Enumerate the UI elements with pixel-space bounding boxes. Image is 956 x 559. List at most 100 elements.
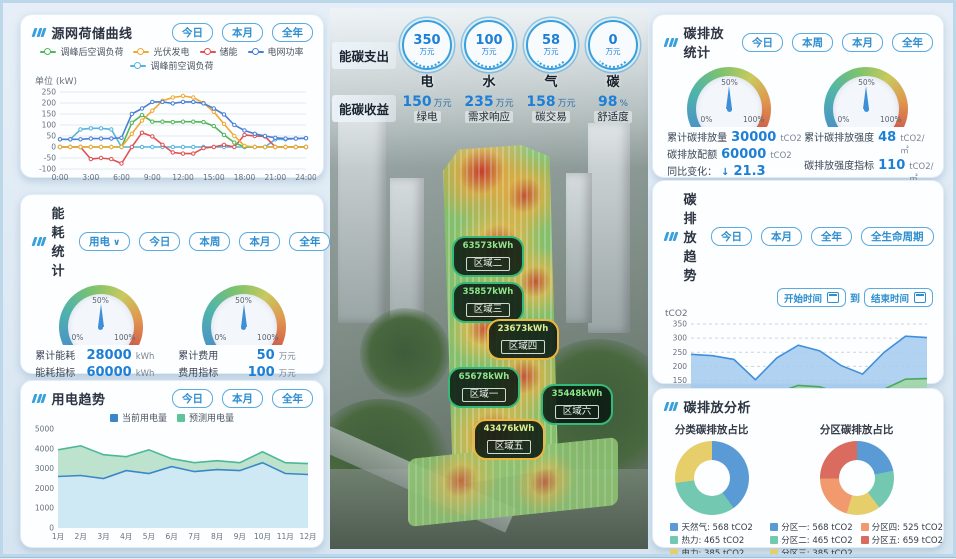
panel-icon xyxy=(31,28,47,37)
zone-name: 区域六 xyxy=(554,405,600,419)
legend-item[interactable]: 电网功率 xyxy=(247,45,304,58)
stat-unit: kWh xyxy=(135,352,155,362)
filter-button-0[interactable]: 今日 xyxy=(711,227,753,246)
stat-unit: tCO2/㎡ xyxy=(900,134,925,156)
filter-button-1[interactable]: 本月 xyxy=(222,389,263,408)
legend-item[interactable]: 调峰后空调负荷 xyxy=(40,45,123,58)
stat-label: 能耗指标 xyxy=(35,368,76,379)
filter-button-3[interactable]: 全生命周期 xyxy=(861,227,934,246)
donut-legend-item[interactable]: 分区五: 659 tCO2 xyxy=(860,534,943,546)
stat-row: 费用指标 100 万元 xyxy=(178,364,308,380)
end-date-input[interactable]: 结束时间 xyxy=(863,288,933,307)
legend-square-icon xyxy=(670,536,679,544)
gauge: 50% 0% 100% xyxy=(201,285,286,345)
panel-icon xyxy=(31,394,47,403)
filter-button-1[interactable]: 本月 xyxy=(761,227,803,246)
svg-text:2000: 2000 xyxy=(35,484,54,493)
filter-button-0[interactable]: 今日 xyxy=(172,389,213,408)
donut-legend-item[interactable]: 热力: 465 tCO2 xyxy=(670,534,752,546)
svg-text:18:00: 18:00 xyxy=(234,173,256,182)
donut-legend: 分区一: 568 tCO2 分区二: 465 tCO2 分区三: 385 tCO2 分… xyxy=(770,521,943,559)
donut-legend-item[interactable]: 分区二: 465 tCO2 xyxy=(770,534,853,546)
filter-button-0[interactable]: 今日 xyxy=(139,231,181,251)
zone-name: 区域二 xyxy=(465,257,511,271)
donut-legend-text: 分区五: 659 tCO2 xyxy=(871,536,943,546)
expense-value: 350 xyxy=(413,33,441,49)
stat-row: 碳排放强度指标 110 tCO2/㎡ xyxy=(804,157,933,184)
chart-legend: 调峰后空调负荷 光伏发电 储能 电网功率调峰前空调负荷 xyxy=(21,44,323,72)
filter-button-1[interactable]: 本周 xyxy=(792,32,833,52)
energy-type-dropdown[interactable]: 用电 ∨ xyxy=(79,231,131,251)
svg-text:200: 200 xyxy=(42,99,57,108)
donut-legend-item[interactable]: 电力: 385 tCO2 xyxy=(670,547,752,559)
donut-hole xyxy=(838,460,875,496)
filter-button-3[interactable]: 全年 xyxy=(289,231,331,251)
filter-button-2[interactable]: 全年 xyxy=(272,389,313,408)
donut-legend-item[interactable]: 分区一: 568 tCO2 xyxy=(770,521,853,533)
expense-item: 0 万元碳 xyxy=(582,20,644,90)
gauge-needle xyxy=(240,304,247,327)
income-value: 150 万元 xyxy=(402,94,452,110)
donut-legend-item[interactable]: 分区三: 385 tCO2 xyxy=(770,547,853,559)
svg-text:10月: 10月 xyxy=(254,532,271,541)
filter-button-2[interactable]: 本月 xyxy=(842,32,883,52)
panel-title: 源网荷储曲线 xyxy=(51,27,133,42)
svg-text:15:00: 15:00 xyxy=(203,173,225,182)
panel-icon xyxy=(663,402,679,411)
legend-item[interactable]: 储能 xyxy=(199,45,238,58)
svg-text:11月: 11月 xyxy=(277,532,294,541)
panel-icon xyxy=(663,37,679,47)
stat-row: 能耗指标 60000 kWh xyxy=(35,364,165,380)
filter-button-0[interactable]: 今日 xyxy=(172,23,213,42)
income-item: 235 万元 需求响应 xyxy=(458,94,520,124)
gauge-needle xyxy=(863,86,870,109)
svg-text:9:00: 9:00 xyxy=(144,173,161,182)
legend-item[interactable]: 光伏发电 xyxy=(133,45,190,58)
legend-line-icon xyxy=(40,47,57,56)
filter-button-0[interactable]: 今日 xyxy=(742,32,783,52)
stat-label: 碳排放强度指标 xyxy=(804,161,875,172)
svg-text:300: 300 xyxy=(673,334,688,343)
donut-legend-item[interactable]: 天然气: 568 tCO2 xyxy=(670,521,753,533)
filter-button-2[interactable]: 全年 xyxy=(811,227,853,246)
gauge-needle xyxy=(726,86,733,109)
stat-label: 累计能耗 xyxy=(35,351,76,362)
svg-text:3月: 3月 xyxy=(97,532,109,541)
filter-button-1[interactable]: 本周 xyxy=(189,231,231,251)
donut-legend-text: 天然气: 568 tCO2 xyxy=(681,523,753,533)
greenery xyxy=(360,308,450,398)
category-donut-chart xyxy=(674,441,749,515)
svg-text:-100: -100 xyxy=(39,165,56,174)
y-axis-label: tCO2 xyxy=(665,309,688,319)
gauge-hub xyxy=(241,325,246,330)
energy-carbon-summary: 能碳支出 350 万元电 100 万元水 58 万元气 0 万元碳 能碳收益 150 万元 绿电 2… xyxy=(332,20,644,124)
income-item: 150 万元 绿电 xyxy=(396,94,458,124)
chart-legend: 当前用电量 预测用电量 xyxy=(21,410,323,424)
stat-row: 累计碳排放量 30000 tCO2 xyxy=(667,129,802,145)
building-zone-label: 35857kWh 区域三 xyxy=(452,282,524,323)
gauge-needle xyxy=(97,304,104,327)
building-zone-label: 35448kWh 区域六 xyxy=(541,384,613,425)
panel-carbon-stats: 碳排放统计 今日 本周 本月 全年 50% 0% 100% 累计碳排放量 30000 tC… xyxy=(652,14,944,216)
legend-square-icon xyxy=(770,523,779,531)
filter-button-3[interactable]: 全年 xyxy=(892,32,933,52)
legend-item[interactable]: 预测用电量 xyxy=(177,411,234,424)
legend-item[interactable]: 调峰前空调负荷 xyxy=(130,59,214,72)
svg-text:150: 150 xyxy=(42,110,57,119)
expense-unit: 万元 xyxy=(481,47,497,57)
start-date-input[interactable]: 开始时间 xyxy=(776,288,846,307)
donut-legend-text: 电力: 385 tCO2 xyxy=(681,549,745,559)
source-grid-line-chart: 250 200 150 100 50 0 -50 -1000:00 3:00 6:00 9:00 12… xyxy=(39,88,316,183)
panel-title: 碳排放趋势 xyxy=(683,193,698,284)
svg-text:4000: 4000 xyxy=(35,444,54,453)
donut-legend-item[interactable]: 分区四: 525 tCO2 xyxy=(860,521,943,533)
filter-button-1[interactable]: 本月 xyxy=(222,23,263,42)
income-value: 98% xyxy=(597,94,629,110)
gauge: 50% 0% 100% xyxy=(687,67,772,127)
filter-button-2[interactable]: 本月 xyxy=(239,231,281,251)
expense-item: 58 万元气 xyxy=(520,20,582,90)
filter-button-2[interactable]: 全年 xyxy=(272,23,313,42)
svg-text:3000: 3000 xyxy=(35,464,54,473)
income-name: 绿电 xyxy=(413,110,441,124)
legend-item[interactable]: 当前用电量 xyxy=(109,411,167,424)
